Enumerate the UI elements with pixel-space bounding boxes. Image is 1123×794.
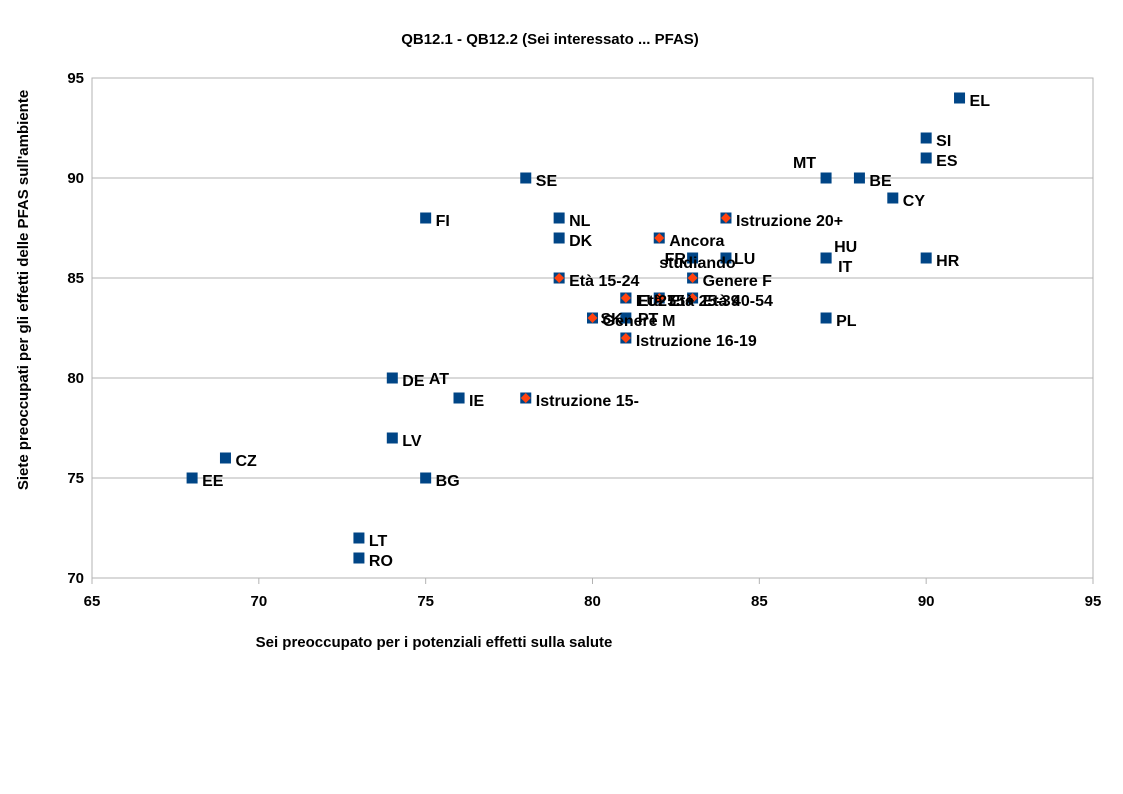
point-cz: [219, 452, 231, 464]
point-label: MT: [793, 155, 816, 172]
point-label: SK: [601, 311, 624, 328]
point-label: Istruzione 16-19: [636, 333, 757, 350]
point-pt: [620, 312, 632, 324]
point-lu: [720, 252, 732, 264]
y-tick-label: 80: [67, 370, 84, 387]
point-label: Età 15-24: [569, 273, 639, 290]
point-label: SE: [536, 173, 558, 190]
point-label: Genere M: [603, 313, 676, 330]
point-label: EL: [970, 93, 991, 110]
point-label: NL: [569, 213, 591, 230]
point-label: Genere F: [703, 273, 773, 290]
x-tick-label: 65: [84, 593, 101, 610]
point-label: FI: [436, 213, 450, 230]
point-et-40-54: [687, 293, 698, 303]
point-nl: [553, 212, 565, 224]
point-et-15-24: [554, 273, 565, 283]
point-istruzione-16-19: [620, 333, 631, 343]
y-tick-label: 95: [67, 70, 84, 87]
point-si: [920, 132, 932, 144]
point-pl: [820, 312, 832, 324]
y-tick-label: 85: [67, 270, 84, 287]
point-label: IE: [469, 393, 484, 410]
point-label: CZ: [235, 453, 257, 470]
x-tick-label: 90: [918, 593, 935, 610]
point-label: HR: [936, 253, 960, 270]
point-label: PT: [638, 311, 659, 328]
x-tick-label: 70: [250, 593, 267, 610]
point-label: LT: [369, 533, 388, 550]
point-ancora-studiando: [654, 233, 665, 243]
point-label: EU27: [636, 293, 676, 310]
point-label: ES: [936, 153, 958, 170]
point-de: [386, 372, 398, 384]
point-label: Istruzione 15-: [536, 393, 639, 410]
x-axis-label: Sei preoccupato per i potenziali effetti…: [256, 634, 613, 651]
data-points: [186, 92, 966, 564]
point-label: RO: [369, 553, 393, 570]
point-label: IT: [838, 259, 852, 276]
point-et-55-: [620, 293, 631, 303]
y-tick-label: 75: [67, 470, 84, 487]
point-hr: [920, 252, 932, 264]
point-bg: [420, 472, 432, 484]
point-istruzione-20-: [720, 213, 731, 223]
chart-title: QB12.1 - QB12.2 (Sei interessato ... PFA…: [401, 31, 699, 48]
point-lt: [353, 532, 365, 544]
x-tick-label: 80: [584, 593, 601, 610]
point-label: AT: [429, 371, 449, 388]
point-be: [853, 172, 865, 184]
point-fi: [420, 212, 432, 224]
point-label: LV: [402, 433, 422, 450]
point-label: Età 55+: [638, 293, 694, 310]
plot-frame: [91, 77, 1094, 579]
point-label: FR: [665, 251, 687, 268]
point-el: [954, 92, 966, 104]
point-ee: [186, 472, 198, 484]
point-se: [520, 172, 532, 184]
point-label: BE: [869, 173, 892, 190]
point-label: SI: [936, 133, 951, 150]
point-dk: [553, 232, 565, 244]
point-label: CY: [903, 193, 926, 210]
point-label: DK: [569, 233, 593, 250]
point-label: Età 25-39: [669, 293, 739, 310]
y-tick-label: 70: [67, 570, 84, 587]
point-it: [820, 252, 832, 264]
point-genere-f: [687, 273, 698, 283]
point-label: PL: [836, 313, 857, 330]
point-ro: [353, 552, 365, 564]
point-label: DE: [402, 373, 425, 390]
point-lv: [386, 432, 398, 444]
point-label: Ancora studiando: [659, 233, 736, 272]
point-istruzione-15-: [520, 393, 531, 403]
y-axis-label: Siete preoccupati per gli effetti delle …: [15, 90, 32, 490]
x-tick-label: 95: [1085, 593, 1102, 610]
point-et-25-39: [654, 293, 665, 303]
x-tick-label: 75: [417, 593, 434, 610]
point-label: Età 40-54: [703, 293, 773, 310]
point-cy: [887, 192, 899, 204]
y-tick-label: 90: [67, 170, 84, 187]
point-label: HU: [834, 239, 857, 256]
point-ie: [453, 392, 465, 404]
point-fr: [687, 252, 699, 264]
point-es: [920, 152, 932, 164]
point-label: LU: [734, 251, 755, 268]
point-mt: [820, 172, 832, 184]
point-label: EE: [202, 473, 224, 490]
point-genere-m: [587, 313, 598, 323]
point-labels: EL SI ES MT BE CY SE FI NL DK FR LU HU IT HR PL PT SK DE AT…: [202, 93, 990, 570]
x-tick-label: 85: [751, 593, 768, 610]
point-label: Istruzione 20+: [736, 213, 843, 230]
point-label: BG: [436, 473, 460, 490]
